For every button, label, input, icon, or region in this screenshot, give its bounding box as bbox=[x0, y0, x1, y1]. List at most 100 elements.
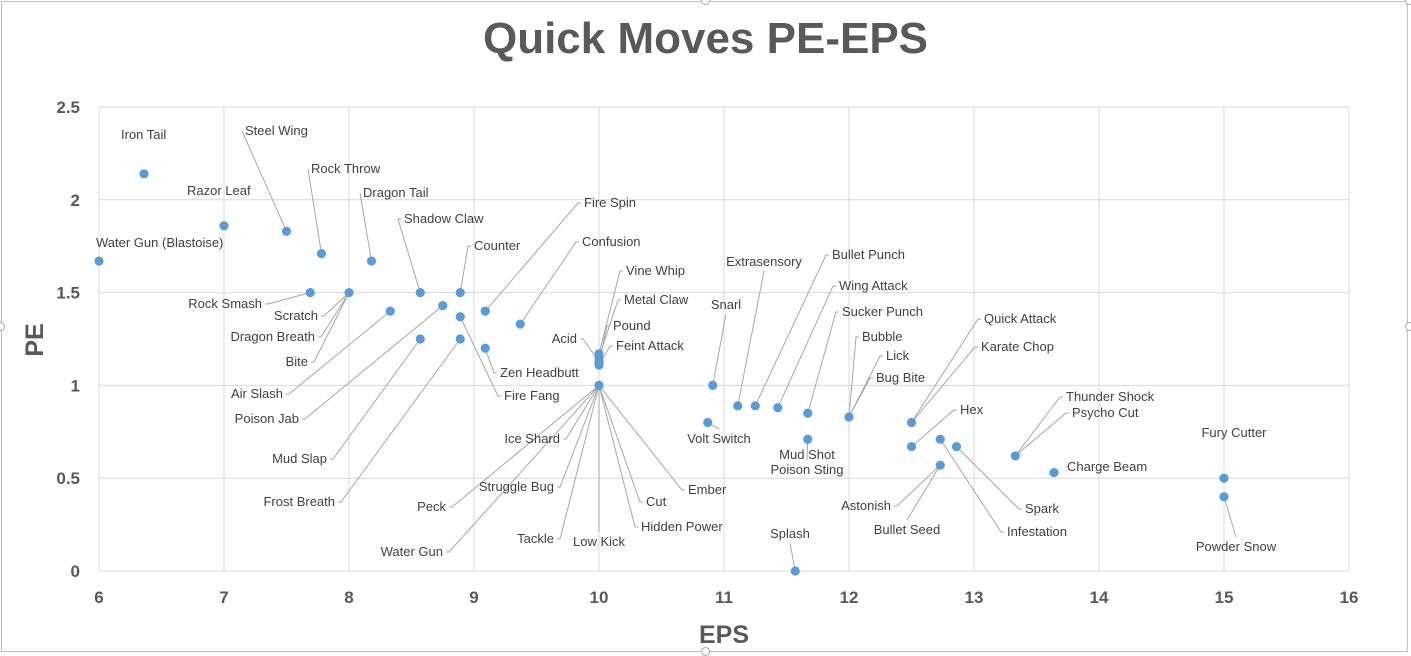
x-tick-label: 10 bbox=[590, 588, 609, 607]
data-point[interactable] bbox=[844, 412, 854, 422]
leader-line bbox=[848, 377, 873, 418]
data-point[interactable] bbox=[594, 380, 604, 390]
data-point[interactable] bbox=[344, 288, 354, 298]
x-tick-label: 7 bbox=[219, 588, 228, 607]
data-point[interactable] bbox=[708, 380, 718, 390]
data-point[interactable] bbox=[803, 408, 813, 418]
data-point[interactable] bbox=[773, 403, 783, 413]
leader-line bbox=[894, 464, 941, 507]
leader-line bbox=[1014, 396, 1063, 457]
point-label: Bullet Seed bbox=[874, 522, 941, 537]
data-point[interactable] bbox=[94, 256, 104, 266]
data-point[interactable] bbox=[906, 442, 917, 452]
leader-line bbox=[241, 130, 287, 232]
point-label: Rock Smash bbox=[188, 296, 262, 311]
x-tick-label: 6 bbox=[94, 588, 103, 607]
data-point[interactable] bbox=[455, 312, 465, 322]
leader-line bbox=[265, 292, 311, 305]
data-point[interactable] bbox=[594, 360, 604, 370]
data-point[interactable] bbox=[480, 306, 490, 316]
y-tick-label: 2 bbox=[71, 191, 80, 210]
point-label: Ember bbox=[688, 482, 727, 497]
data-point[interactable] bbox=[366, 256, 377, 266]
point-label: Frost Breath bbox=[263, 494, 335, 509]
leader-line bbox=[737, 270, 765, 406]
data-point[interactable] bbox=[316, 249, 327, 259]
x-tick-label: 13 bbox=[965, 588, 984, 607]
point-label: Psycho Cut bbox=[1072, 405, 1139, 420]
x-tick-labels: 6 7 8 9 10 11 12 13 14 15 16 bbox=[94, 588, 1358, 607]
y-axis-title: PE bbox=[21, 323, 49, 356]
data-point[interactable] bbox=[790, 566, 800, 576]
point-label: Karate Chop bbox=[981, 339, 1054, 354]
leader-line bbox=[449, 385, 600, 508]
data-point[interactable] bbox=[139, 169, 149, 179]
data-point[interactable] bbox=[1219, 492, 1229, 502]
data-point[interactable] bbox=[750, 401, 760, 411]
leader-line bbox=[459, 316, 501, 397]
data-point[interactable] bbox=[415, 288, 425, 298]
leader-line bbox=[598, 299, 621, 358]
right-center-resize-handle[interactable] bbox=[1405, 322, 1411, 331]
data-point[interactable] bbox=[219, 221, 229, 231]
data-point[interactable] bbox=[935, 460, 945, 470]
point-label: Splash bbox=[770, 526, 810, 541]
data-point[interactable] bbox=[305, 288, 315, 298]
leader-line bbox=[598, 385, 638, 528]
point-label: Water Gun bbox=[381, 544, 443, 559]
point-label: Acid bbox=[552, 331, 577, 346]
point-label: Dragon Breath bbox=[230, 329, 315, 344]
data-point[interactable] bbox=[951, 442, 962, 452]
top-center-resize-handle[interactable] bbox=[701, 0, 710, 5]
leader-line bbox=[754, 254, 829, 407]
y-tick-label: 2.5 bbox=[56, 98, 80, 117]
top-right-resize-handle[interactable] bbox=[1405, 0, 1411, 5]
leader-line bbox=[563, 385, 600, 440]
point-label: Snarl bbox=[711, 297, 741, 312]
point-label: Confusion bbox=[582, 234, 641, 249]
data-point[interactable] bbox=[733, 401, 743, 411]
data-point[interactable] bbox=[935, 434, 945, 444]
point-label: Iron Tail bbox=[121, 127, 166, 142]
data-point[interactable] bbox=[281, 226, 292, 236]
point-label: Air Slash bbox=[231, 386, 283, 401]
x-tick-label: 16 bbox=[1340, 588, 1359, 607]
point-label: Zen Headbutt bbox=[500, 365, 579, 380]
data-point[interactable] bbox=[703, 417, 713, 428]
data-point[interactable] bbox=[803, 434, 813, 444]
data-point[interactable] bbox=[385, 306, 395, 316]
data-point[interactable] bbox=[455, 334, 465, 344]
point-label: Ice Shard bbox=[504, 431, 560, 446]
point-label: Bullet Punch bbox=[832, 247, 905, 262]
leader-line bbox=[712, 313, 727, 386]
x-tick-label: 9 bbox=[469, 588, 478, 607]
point-label: Scratch bbox=[274, 308, 318, 323]
data-point[interactable] bbox=[1219, 473, 1229, 483]
leader-line bbox=[1014, 412, 1069, 457]
data-point[interactable] bbox=[415, 334, 425, 344]
x-axis-title: EPS bbox=[699, 621, 749, 649]
point-label: Powder Snow bbox=[1196, 539, 1277, 554]
data-points bbox=[94, 169, 1229, 576]
point-label: Peck bbox=[417, 499, 446, 514]
x-tick-label: 15 bbox=[1215, 588, 1234, 607]
point-label: Fire Spin bbox=[584, 195, 636, 210]
data-point[interactable] bbox=[906, 417, 917, 428]
point-label: Steel Wing bbox=[245, 123, 308, 138]
leader-line bbox=[359, 192, 372, 262]
data-point[interactable] bbox=[515, 319, 525, 329]
data-point[interactable] bbox=[1010, 451, 1020, 461]
leader-line bbox=[484, 348, 497, 374]
x-tick-label: 12 bbox=[840, 588, 859, 607]
data-point[interactable] bbox=[1049, 468, 1059, 478]
leader-line bbox=[598, 270, 623, 354]
data-point[interactable] bbox=[455, 288, 465, 298]
leader-line bbox=[777, 285, 836, 408]
y-tick-labels: 0 0.5 1 1.5 2 2.5 bbox=[56, 98, 80, 581]
left-center-resize-handle[interactable] bbox=[0, 322, 5, 331]
x-tick-label: 14 bbox=[1090, 588, 1109, 607]
point-label: Charge Beam bbox=[1067, 459, 1147, 474]
leader-line bbox=[302, 305, 444, 420]
data-point[interactable] bbox=[480, 343, 490, 353]
data-point[interactable] bbox=[438, 300, 448, 311]
